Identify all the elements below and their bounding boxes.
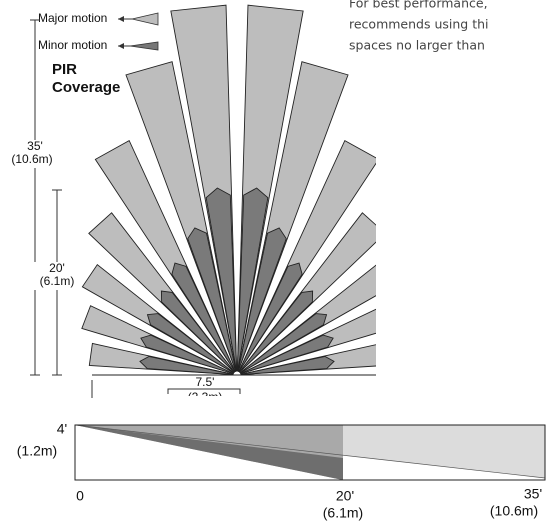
minor-beam <box>240 356 335 375</box>
coverage-fan <box>81 4 376 376</box>
minor-beam <box>240 334 334 375</box>
note-line: For best performance, <box>349 0 488 11</box>
dimension-bracket <box>167 388 241 394</box>
minor-beam <box>238 262 303 373</box>
legend-major-swatch <box>131 12 159 26</box>
dimension-label: 7.5' <box>196 375 215 389</box>
dimension-label: (6.1m) <box>40 274 75 288</box>
label-bg <box>4 140 64 168</box>
title: PIR <box>52 61 77 78</box>
side-label: (1.2m) <box>17 443 57 459</box>
side-label: 0 <box>76 488 84 504</box>
minor-beam <box>160 290 235 373</box>
minor-beam <box>171 262 236 373</box>
side-label: 35' <box>524 486 542 502</box>
note-line: recommends using thi <box>349 17 489 32</box>
dimension-label: 35' <box>27 139 43 153</box>
minor-beam <box>239 290 314 373</box>
side-edge <box>74 424 546 479</box>
side-label: 20' <box>336 488 354 504</box>
minor-beam <box>139 356 234 375</box>
dimension-label: (2.3m) <box>188 390 223 404</box>
minor-beam <box>140 334 234 375</box>
minor-beam <box>205 187 238 372</box>
minor-beam <box>237 227 287 372</box>
side-frame <box>74 424 546 481</box>
minor-beam <box>146 313 235 374</box>
legend-arrow <box>118 16 124 22</box>
minor-beam <box>239 313 328 374</box>
legend-arrow <box>118 43 124 49</box>
dimension-label: 20' <box>49 261 65 275</box>
minor-beam <box>187 227 237 372</box>
title: Coverage <box>52 79 120 96</box>
side-label: (10.6m) <box>490 503 538 519</box>
dimension-label: (10.6m) <box>11 152 52 166</box>
legend-minor-swatch <box>129 41 159 51</box>
legend-label: Major motion <box>38 11 107 25</box>
note-line: spaces no larger than <box>349 38 485 53</box>
side-label: 4' <box>57 421 67 437</box>
side-label: (6.1m) <box>323 505 363 521</box>
minor-beam <box>236 187 269 372</box>
side-minor-zone <box>75 425 343 480</box>
legend-label: Minor motion <box>38 38 107 52</box>
label-bg <box>34 262 80 290</box>
